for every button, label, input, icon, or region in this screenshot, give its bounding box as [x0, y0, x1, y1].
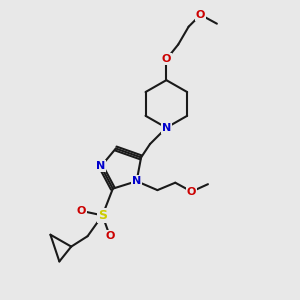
Text: O: O	[77, 206, 86, 216]
Text: N: N	[132, 176, 141, 186]
Text: O: O	[105, 231, 115, 241]
Text: O: O	[196, 10, 205, 20]
Text: O: O	[162, 54, 171, 64]
Text: S: S	[98, 209, 107, 222]
Text: N: N	[96, 161, 106, 171]
Text: O: O	[187, 187, 196, 196]
Text: N: N	[162, 123, 171, 133]
